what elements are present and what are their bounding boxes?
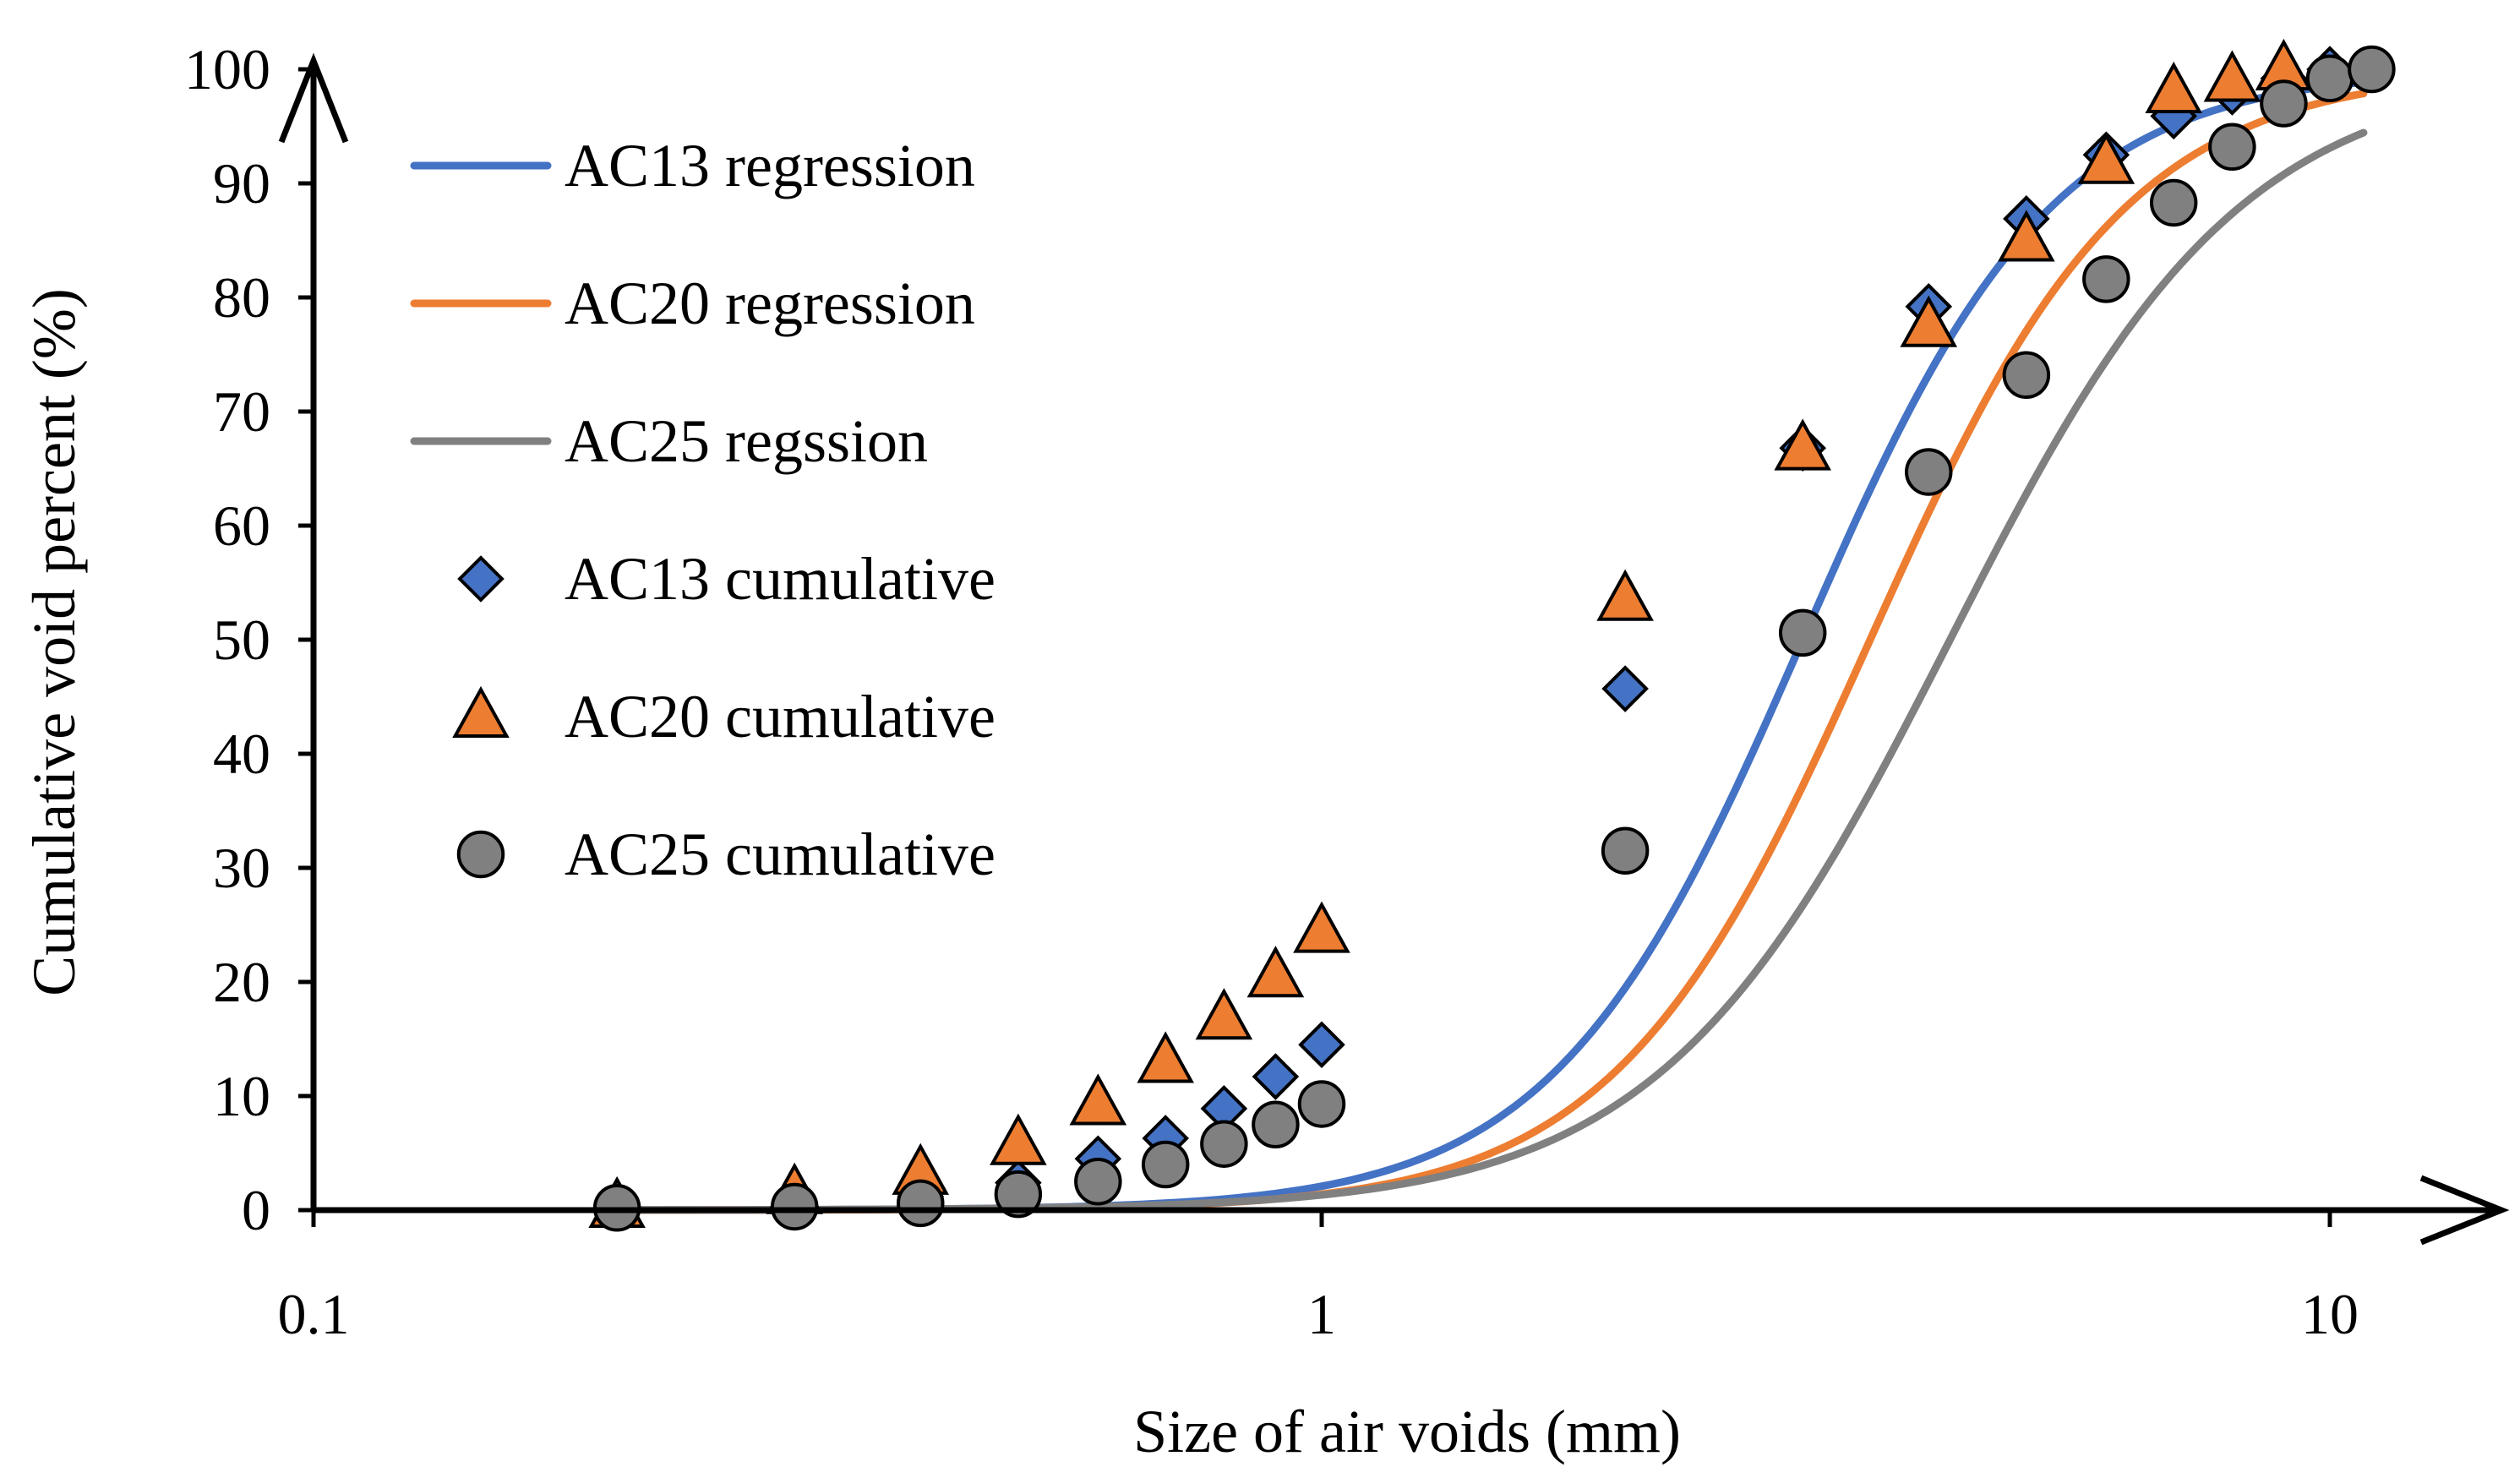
circle-point	[2305, 54, 2354, 103]
diamond-point	[1601, 665, 1649, 712]
legend: AC13 regression AC20 regression AC25 regss…	[410, 132, 995, 888]
y-tick-label: 100	[184, 37, 270, 101]
cumulative-points	[588, 38, 2396, 1232]
legend-circle-icon	[456, 830, 505, 879]
y-ticks: 0 10 20 30 40 50 60 70 80 90 100	[184, 37, 314, 1242]
triangle-point	[1195, 988, 1253, 1040]
circle-point	[2260, 79, 2308, 128]
diamond-point	[1252, 1053, 1300, 1100]
triangle-point	[1293, 901, 1350, 953]
triangle-point	[2077, 132, 2135, 184]
legend-label: AC13 regression	[565, 132, 975, 199]
triangle-point	[1998, 210, 2055, 262]
y-tick-label: 40	[213, 722, 270, 786]
x-ticks: 0.1 1 10	[278, 1210, 2359, 1346]
triangle-point	[1774, 418, 1831, 471]
legend-label: AC25 regssion	[565, 407, 928, 475]
y-tick-label: 70	[213, 379, 270, 444]
legend-label: AC13 cumulative	[565, 545, 995, 613]
y-tick-label: 20	[213, 950, 270, 1014]
circle-point	[2082, 255, 2130, 303]
legend-label: AC20 regression	[565, 270, 975, 337]
legend-label: AC25 cumulative	[565, 821, 995, 888]
circle-point	[2002, 351, 2051, 400]
circle-point	[1141, 1140, 1190, 1189]
triangle-point	[1137, 1031, 1194, 1083]
circle-point	[2348, 45, 2396, 94]
triangle-point	[1900, 295, 1958, 347]
legend-triangle-icon	[452, 685, 510, 739]
triangle-point	[2203, 50, 2261, 102]
triangle-point	[2145, 61, 2202, 114]
circle-point	[1074, 1158, 1122, 1206]
series-circle-points	[592, 45, 2396, 1232]
circle-point	[1601, 826, 1650, 875]
circle-point	[994, 1170, 1043, 1219]
circle-point	[1200, 1120, 1248, 1168]
triangle-point	[990, 1113, 1047, 1165]
y-tick-label: 60	[213, 494, 270, 558]
x-tick-label: 0.1	[278, 1282, 350, 1346]
y-axis-arrow-icon	[278, 52, 349, 144]
circle-point	[770, 1182, 819, 1231]
diamond-point	[1298, 1021, 1345, 1069]
triangle-point	[1069, 1073, 1127, 1126]
circle-point	[1252, 1100, 1300, 1148]
y-tick-label: 10	[213, 1064, 270, 1128]
legend-diamond-icon	[457, 555, 505, 603]
axes	[278, 52, 2510, 1246]
y-axis-title: Cumulative void percent (%)	[20, 288, 88, 996]
x-axis-arrow-icon	[2419, 1175, 2510, 1246]
circle-point	[897, 1179, 945, 1228]
y-tick-label: 0	[242, 1178, 270, 1242]
circle-point	[1905, 448, 1953, 496]
circle-point	[1297, 1080, 1346, 1128]
triangle-point	[1596, 569, 1654, 621]
x-tick-label: 1	[1307, 1282, 1336, 1346]
legend-label: AC20 cumulative	[565, 683, 995, 750]
circle-point	[1778, 608, 1827, 657]
y-tick-label: 80	[213, 265, 270, 330]
circle-point	[2149, 178, 2198, 227]
y-tick-label: 30	[213, 836, 270, 900]
circle-point	[2208, 123, 2256, 172]
y-tick-label: 50	[213, 608, 270, 672]
y-tick-label: 90	[213, 151, 270, 215]
x-axis-title: Size of air voids (mm)	[1133, 1398, 1681, 1465]
triangle-point	[1246, 946, 1305, 998]
x-tick-label: 10	[2301, 1282, 2359, 1346]
